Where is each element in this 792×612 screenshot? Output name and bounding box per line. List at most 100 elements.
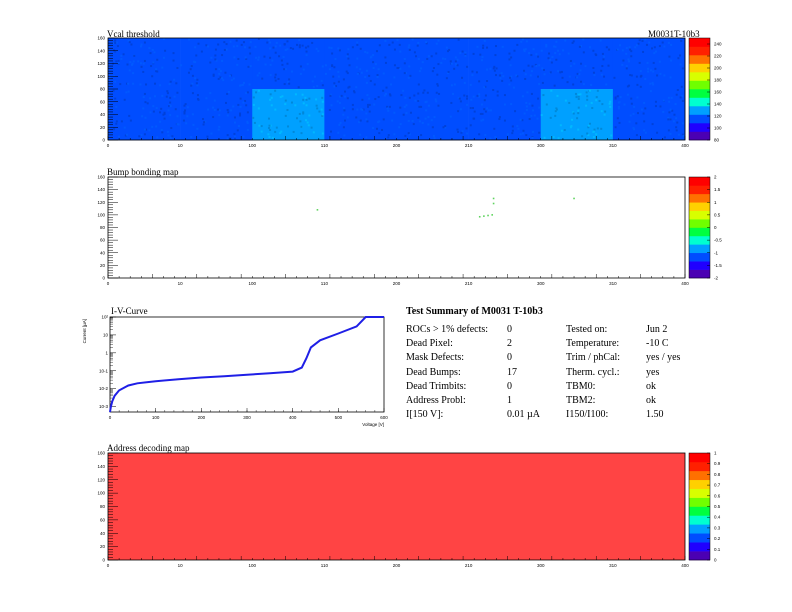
colorbar-label: 120 [714, 114, 722, 119]
pixel-speckle [498, 74, 501, 77]
colorbar-label: 0.2 [714, 536, 721, 541]
pixel-speckle [146, 102, 149, 105]
pixel-speckle [345, 70, 348, 73]
pixel-speckle [240, 43, 243, 46]
y-tick-label: 160 [97, 175, 105, 180]
colorbar-segment [689, 131, 710, 141]
pixel-speckle [306, 121, 309, 124]
pixel-speckle [321, 84, 324, 87]
pixel-speckle [635, 122, 638, 125]
pixel-speckle [403, 72, 406, 75]
pixel-speckle [195, 54, 198, 57]
pixel-speckle [299, 120, 302, 123]
pixel-speckle [214, 68, 217, 71]
pixel-speckle [169, 101, 172, 104]
pixel-speckle [257, 89, 260, 92]
pixel-speckle [498, 118, 501, 121]
pixel-speckle [498, 116, 501, 119]
pixel-speckle [374, 98, 377, 101]
pixel-speckle [538, 131, 541, 134]
pixel-speckle [549, 71, 552, 74]
pixel-speckle [187, 38, 190, 41]
pixel-speckle [421, 61, 424, 64]
pixel-speckle [297, 86, 300, 89]
pixel-speckle [635, 134, 638, 137]
pixel-speckle [457, 110, 460, 113]
pixel-speckle [483, 99, 486, 102]
pixel-speckle [217, 128, 220, 131]
pixel-speckle [517, 127, 520, 130]
pixel-speckle [484, 134, 487, 137]
colorbar-segment [689, 72, 710, 81]
x-tick-label: 400 [681, 563, 689, 568]
pixel-speckle [252, 116, 255, 119]
pixel-speckle [284, 114, 287, 117]
dead-bump-point [483, 215, 485, 217]
pixel-speckle [633, 128, 636, 131]
pixel-speckle [388, 105, 391, 108]
colorbar-segment [689, 269, 710, 279]
pixel-speckle [393, 111, 396, 114]
pixel-speckle [374, 63, 377, 66]
summary-left-row: Dead Trimbits: 0 [406, 381, 556, 395]
colorbar-label: 200 [714, 66, 722, 71]
pixel-speckle [555, 58, 558, 61]
y-tick-label: 140 [97, 187, 105, 192]
pixel-speckle [383, 94, 386, 97]
dead-bump-point [491, 214, 494, 216]
pixel-speckle [288, 78, 291, 81]
roc-block [396, 38, 469, 90]
pixel-speckle [367, 103, 370, 106]
pixel-speckle [387, 134, 390, 137]
pixel-speckle [115, 105, 118, 108]
pixel-speckle [669, 132, 672, 135]
pixel-speckle [366, 120, 369, 123]
pixel-speckle [561, 76, 564, 79]
pixel-speckle [331, 52, 334, 55]
pixel-speckle [651, 47, 654, 50]
pixel-speckle [496, 94, 499, 97]
pixel-speckle [479, 112, 482, 115]
pixel-speckle [176, 91, 179, 94]
iv-y-tick-label: 10-2 [99, 386, 109, 391]
pixel-speckle [592, 67, 595, 70]
iv-y-axis-label: Current [µA] [82, 319, 87, 343]
pixel-speckle [584, 65, 587, 68]
pixel-speckle [472, 95, 475, 98]
pixel-speckle [311, 41, 314, 44]
pixel-speckle [411, 38, 414, 41]
pixel-speckle [464, 54, 467, 57]
x-tick-label: 210 [465, 143, 473, 148]
pixel-speckle [634, 46, 637, 49]
pixel-speckle [248, 46, 251, 49]
pixel-speckle [608, 102, 611, 105]
iv-title: I-V-Curve [111, 306, 148, 316]
pixel-speckle [640, 108, 643, 111]
pixel-speckle [139, 45, 142, 48]
pixel-speckle [190, 136, 193, 139]
pixel-speckle [481, 112, 484, 115]
pixel-speckle [603, 113, 606, 116]
x-tick-label: 400 [681, 281, 689, 286]
pixel-speckle [435, 100, 438, 103]
roc-block [396, 89, 469, 141]
pixel-speckle [616, 117, 619, 120]
pixel-speckle [225, 101, 228, 104]
pixel-speckle [229, 137, 232, 140]
pixel-speckle [377, 68, 380, 71]
pixel-speckle [226, 114, 229, 117]
roc-block [180, 38, 253, 90]
pixel-speckle [489, 137, 492, 140]
pixel-speckle [637, 42, 640, 45]
summary-right-label: Therm. cycl.: [566, 366, 620, 378]
summary-right-value: 1.50 [646, 409, 664, 421]
colorbar-segment [689, 453, 710, 463]
pixel-speckle [305, 104, 308, 107]
pixel-speckle [274, 73, 277, 76]
pixel-speckle [190, 65, 193, 68]
colorbar-label: 0.3 [714, 525, 721, 530]
pixel-speckle [233, 116, 236, 119]
pixel-speckle [162, 113, 165, 116]
pixel-speckle [132, 60, 135, 63]
pixel-speckle [417, 99, 420, 102]
